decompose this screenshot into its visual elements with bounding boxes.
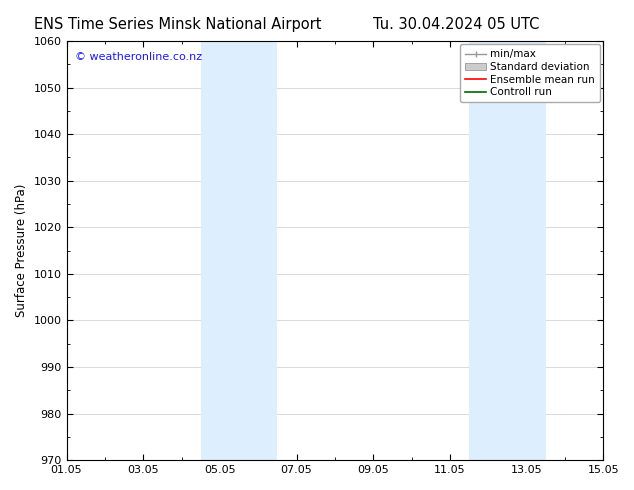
- Text: Tu. 30.04.2024 05 UTC: Tu. 30.04.2024 05 UTC: [373, 17, 540, 32]
- Text: © weatheronline.co.nz: © weatheronline.co.nz: [75, 51, 202, 62]
- Y-axis label: Surface Pressure (hPa): Surface Pressure (hPa): [15, 184, 28, 318]
- Legend: min/max, Standard deviation, Ensemble mean run, Controll run: min/max, Standard deviation, Ensemble me…: [460, 44, 600, 102]
- Text: ENS Time Series Minsk National Airport: ENS Time Series Minsk National Airport: [34, 17, 321, 32]
- Bar: [201, 41, 277, 460]
- Bar: [469, 41, 546, 460]
